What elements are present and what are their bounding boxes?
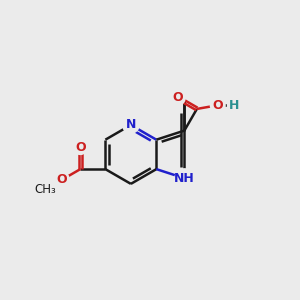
Circle shape: [123, 117, 139, 133]
Text: O: O: [75, 141, 86, 154]
Circle shape: [175, 169, 194, 188]
Text: H: H: [229, 99, 239, 112]
Text: NH: NH: [174, 172, 195, 185]
Circle shape: [55, 172, 69, 187]
Bar: [29, 182, 62, 197]
Circle shape: [170, 91, 185, 105]
Text: O: O: [57, 173, 67, 186]
Text: O: O: [212, 99, 223, 112]
Text: O: O: [172, 92, 183, 104]
Circle shape: [73, 140, 88, 154]
Text: N: N: [126, 118, 136, 131]
Circle shape: [227, 99, 240, 112]
Text: CH₃: CH₃: [34, 183, 56, 196]
Circle shape: [210, 98, 225, 112]
